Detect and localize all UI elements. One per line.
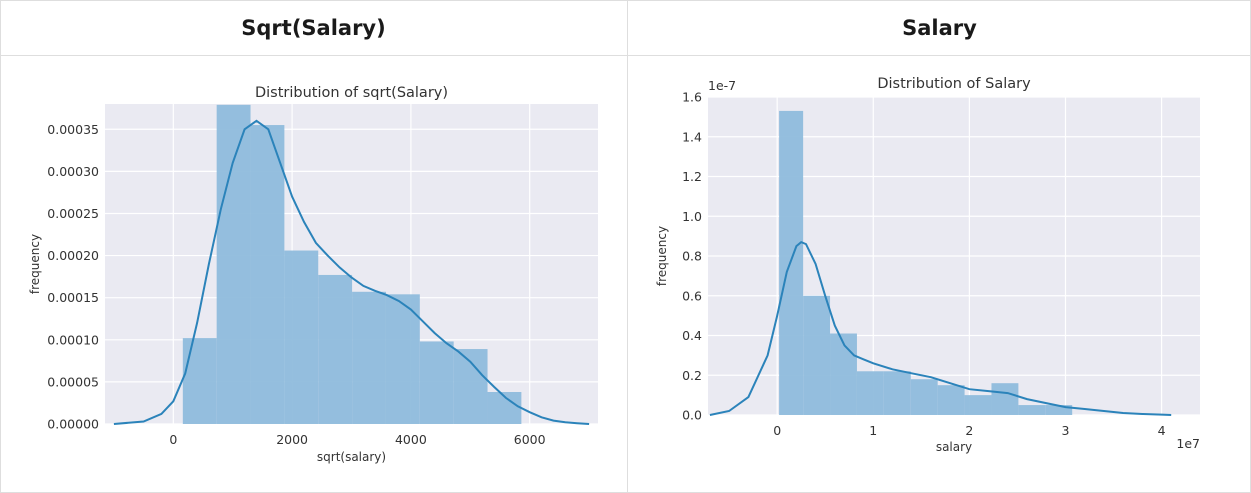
header-salary: Salary	[902, 16, 977, 40]
histogram-bar	[284, 250, 319, 424]
x-tick-label: 6000	[514, 432, 546, 447]
histogram-bar	[352, 291, 386, 424]
histogram-bar	[385, 294, 420, 424]
histogram-bar	[910, 379, 938, 415]
histogram-bar	[216, 104, 251, 424]
y-tick-label: 0.0	[682, 408, 702, 423]
y-tick-label: 0.00025	[47, 206, 99, 221]
header-divider	[0, 55, 1251, 56]
y-tick-label: 0.6	[682, 288, 702, 303]
y-tick-label: 1.6	[682, 90, 702, 105]
histogram-bar	[883, 371, 911, 415]
y-axis-label: frequency	[655, 226, 669, 286]
kde-line	[709, 240, 1172, 416]
x-axis-label: sqrt(salary)	[317, 450, 386, 464]
histogram-bar	[830, 333, 857, 415]
histogram-bar	[182, 338, 217, 424]
table-border-top	[0, 0, 1251, 1]
histogram-bar	[453, 349, 488, 424]
histogram-bar	[856, 371, 884, 415]
histogram-bar	[803, 295, 831, 415]
y-tick-label: 0.00035	[47, 122, 99, 137]
y-tick-label: 0.00010	[47, 332, 99, 347]
y-tick-label: 0.2	[682, 368, 702, 383]
histogram-bar	[250, 125, 285, 424]
table-border-left	[0, 0, 1, 493]
y-tick-label: 0.00000	[47, 417, 99, 432]
histogram-bar	[318, 274, 353, 424]
x-tick-label: 0	[773, 423, 781, 438]
x-tick-label: 3	[1061, 423, 1069, 438]
histogram-bar	[964, 395, 992, 415]
chart-title: Distribution of sqrt(Salary)	[255, 85, 448, 101]
y-tick-label: 1.4	[682, 129, 702, 144]
y-tick-label: 0.4	[682, 328, 702, 343]
x-tick-label: 4	[1158, 423, 1166, 438]
column-divider	[627, 0, 628, 493]
y-tick-label: 1.2	[682, 169, 702, 184]
histogram-bar	[419, 341, 454, 424]
header-sqrt-salary: Sqrt(Salary)	[241, 16, 386, 40]
x-tick-label: 1	[869, 423, 877, 438]
sqrt-salary-distribution-chart: Distribution of sqrt(Salary) 0 2000 4000 600…	[28, 85, 598, 464]
x-tick-label: 2	[965, 423, 973, 438]
histogram-bar	[1018, 405, 1046, 415]
x-offset-label: 1e7	[1176, 436, 1200, 451]
y-tick-label: 0.00015	[47, 290, 99, 305]
y-offset-label: 1e-7	[708, 78, 736, 93]
kde-line	[113, 119, 590, 425]
x-tick-label: 2000	[276, 432, 308, 447]
x-axis-label: salary	[936, 440, 972, 454]
x-tick-label: 0	[169, 432, 177, 447]
y-tick-label: 0.8	[682, 249, 702, 264]
histogram-bar	[1045, 405, 1073, 415]
histogram-bar	[937, 385, 965, 415]
y-tick-label: 0.00030	[47, 164, 99, 179]
x-tick-label: 4000	[395, 432, 427, 447]
y-tick-label: 1.0	[682, 209, 702, 224]
y-axis-label: frequency	[28, 234, 42, 294]
histogram-bar	[991, 383, 1019, 415]
y-tick-label: 0.00020	[47, 248, 99, 263]
y-tick-label: 0.00005	[47, 374, 99, 389]
salary-distribution-chart: Distribution of Salary 0 1 2 3 4 0.0 0.2 0.4 0.6 0…	[655, 76, 1200, 454]
chart-title: Distribution of Salary	[877, 76, 1031, 92]
